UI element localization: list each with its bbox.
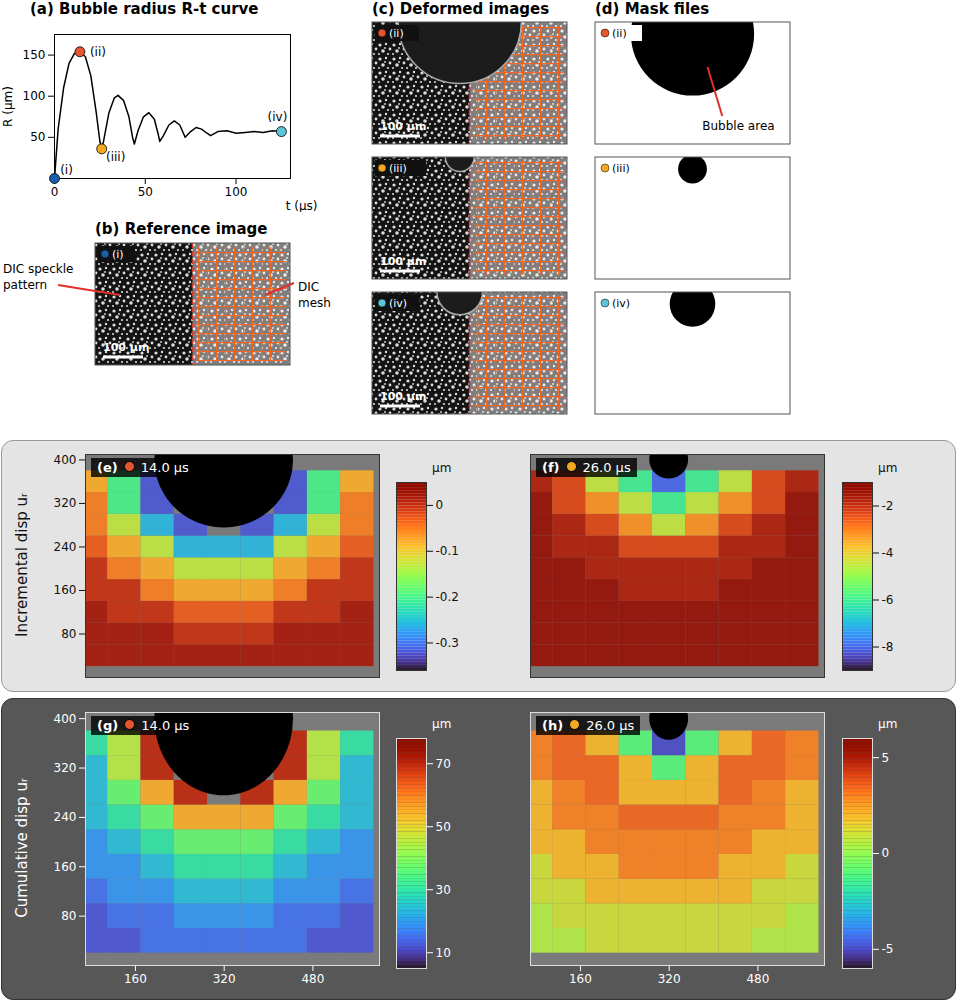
svg-text:pattern: pattern bbox=[3, 278, 47, 292]
svg-text:30: 30 bbox=[436, 883, 451, 897]
html-text:µm: µm bbox=[878, 461, 898, 475]
svg-text:10: 10 bbox=[436, 946, 451, 960]
html-text:(g): (g) bbox=[97, 718, 119, 733]
svg-text:400: 400 bbox=[54, 453, 77, 467]
svg-text:100: 100 bbox=[225, 185, 248, 199]
svg-text:240: 240 bbox=[54, 540, 77, 554]
svg-text:5: 5 bbox=[882, 751, 890, 765]
svg-text:(i): (i) bbox=[112, 248, 124, 261]
svg-text:R (µm): R (µm) bbox=[1, 86, 15, 127]
svg-text:0: 0 bbox=[51, 185, 59, 199]
svg-text:DIC speckle: DIC speckle bbox=[3, 262, 74, 276]
svg-text:-8: -8 bbox=[882, 640, 894, 654]
svg-text:(ii): (ii) bbox=[612, 27, 627, 40]
svg-text:Bubble area: Bubble area bbox=[702, 119, 774, 133]
svg-text:100: 100 bbox=[23, 89, 46, 103]
html-text:(f): (f) bbox=[542, 460, 560, 475]
svg-text:150: 150 bbox=[23, 48, 46, 62]
svg-text:(iv): (iv) bbox=[612, 297, 630, 310]
svg-text:-0.2: -0.2 bbox=[436, 590, 459, 604]
svg-text:320: 320 bbox=[54, 496, 77, 510]
html-text:Cumulative disp uᵣ: Cumulative disp uᵣ bbox=[13, 778, 31, 918]
svg-text:480: 480 bbox=[746, 972, 769, 986]
svg-text:160: 160 bbox=[54, 583, 77, 597]
svg-text:-5: -5 bbox=[882, 942, 894, 956]
html-text:(a) Bubble radius R-t curve: (a) Bubble radius R-t curve bbox=[30, 0, 259, 18]
html-text:µm: µm bbox=[432, 717, 452, 731]
svg-text:(iii): (iii) bbox=[389, 162, 407, 175]
svg-text:400: 400 bbox=[54, 712, 77, 726]
svg-text:50: 50 bbox=[30, 130, 45, 144]
svg-text:mesh: mesh bbox=[298, 296, 331, 310]
svg-text:-4: -4 bbox=[882, 546, 894, 560]
svg-text:100 µm: 100 µm bbox=[380, 120, 426, 133]
svg-text:-0.1: -0.1 bbox=[436, 544, 459, 558]
svg-text:(ii): (ii) bbox=[90, 45, 106, 59]
html-text:14.0 µs: 14.0 µs bbox=[141, 718, 190, 733]
html-text:26.0 µs: 26.0 µs bbox=[582, 460, 631, 475]
svg-text:70: 70 bbox=[436, 757, 451, 771]
svg-text:(iii): (iii) bbox=[612, 162, 630, 175]
html-text:(h): (h) bbox=[542, 718, 564, 733]
svg-text:160: 160 bbox=[54, 860, 77, 874]
svg-text:80: 80 bbox=[61, 627, 76, 641]
svg-text:100 µm: 100 µm bbox=[380, 390, 426, 403]
html-text:µm: µm bbox=[878, 717, 898, 731]
svg-text:160: 160 bbox=[569, 972, 592, 986]
html-text:(c) Deformed images: (c) Deformed images bbox=[372, 0, 550, 18]
svg-text:160: 160 bbox=[124, 972, 147, 986]
svg-text:0: 0 bbox=[882, 846, 890, 860]
html-text:(e): (e) bbox=[97, 460, 118, 475]
svg-text:(iii): (iii) bbox=[106, 150, 125, 164]
svg-text:320: 320 bbox=[658, 972, 681, 986]
svg-text:80: 80 bbox=[61, 909, 76, 923]
html-text:(b) Reference image: (b) Reference image bbox=[95, 220, 268, 238]
svg-text:320: 320 bbox=[54, 761, 77, 775]
svg-text:-2: -2 bbox=[882, 499, 894, 513]
svg-text:(ii): (ii) bbox=[389, 27, 404, 40]
svg-text:240: 240 bbox=[54, 810, 77, 824]
svg-text:480: 480 bbox=[301, 972, 324, 986]
html-text:14.0 µs: 14.0 µs bbox=[140, 460, 189, 475]
svg-text:0: 0 bbox=[436, 498, 444, 512]
svg-text:(iv): (iv) bbox=[268, 110, 288, 124]
html-text:µm: µm bbox=[432, 461, 452, 475]
svg-text:-0.3: -0.3 bbox=[436, 636, 459, 650]
html-text:Incremental disp uᵣ: Incremental disp uᵣ bbox=[13, 493, 31, 637]
svg-text:(i): (i) bbox=[60, 163, 73, 177]
svg-text:50: 50 bbox=[138, 185, 153, 199]
svg-text:50: 50 bbox=[436, 820, 451, 834]
html-text:26.0 µs: 26.0 µs bbox=[586, 718, 635, 733]
svg-text:100 µm: 100 µm bbox=[103, 341, 149, 354]
html-text:(d) Mask files: (d) Mask files bbox=[595, 0, 710, 18]
svg-text:(iv): (iv) bbox=[389, 297, 407, 310]
svg-text:t (µs): t (µs) bbox=[286, 199, 318, 213]
svg-text:100 µm: 100 µm bbox=[380, 255, 426, 268]
svg-text:-6: -6 bbox=[882, 593, 894, 607]
svg-text:DIC: DIC bbox=[298, 280, 319, 294]
svg-text:320: 320 bbox=[213, 972, 236, 986]
